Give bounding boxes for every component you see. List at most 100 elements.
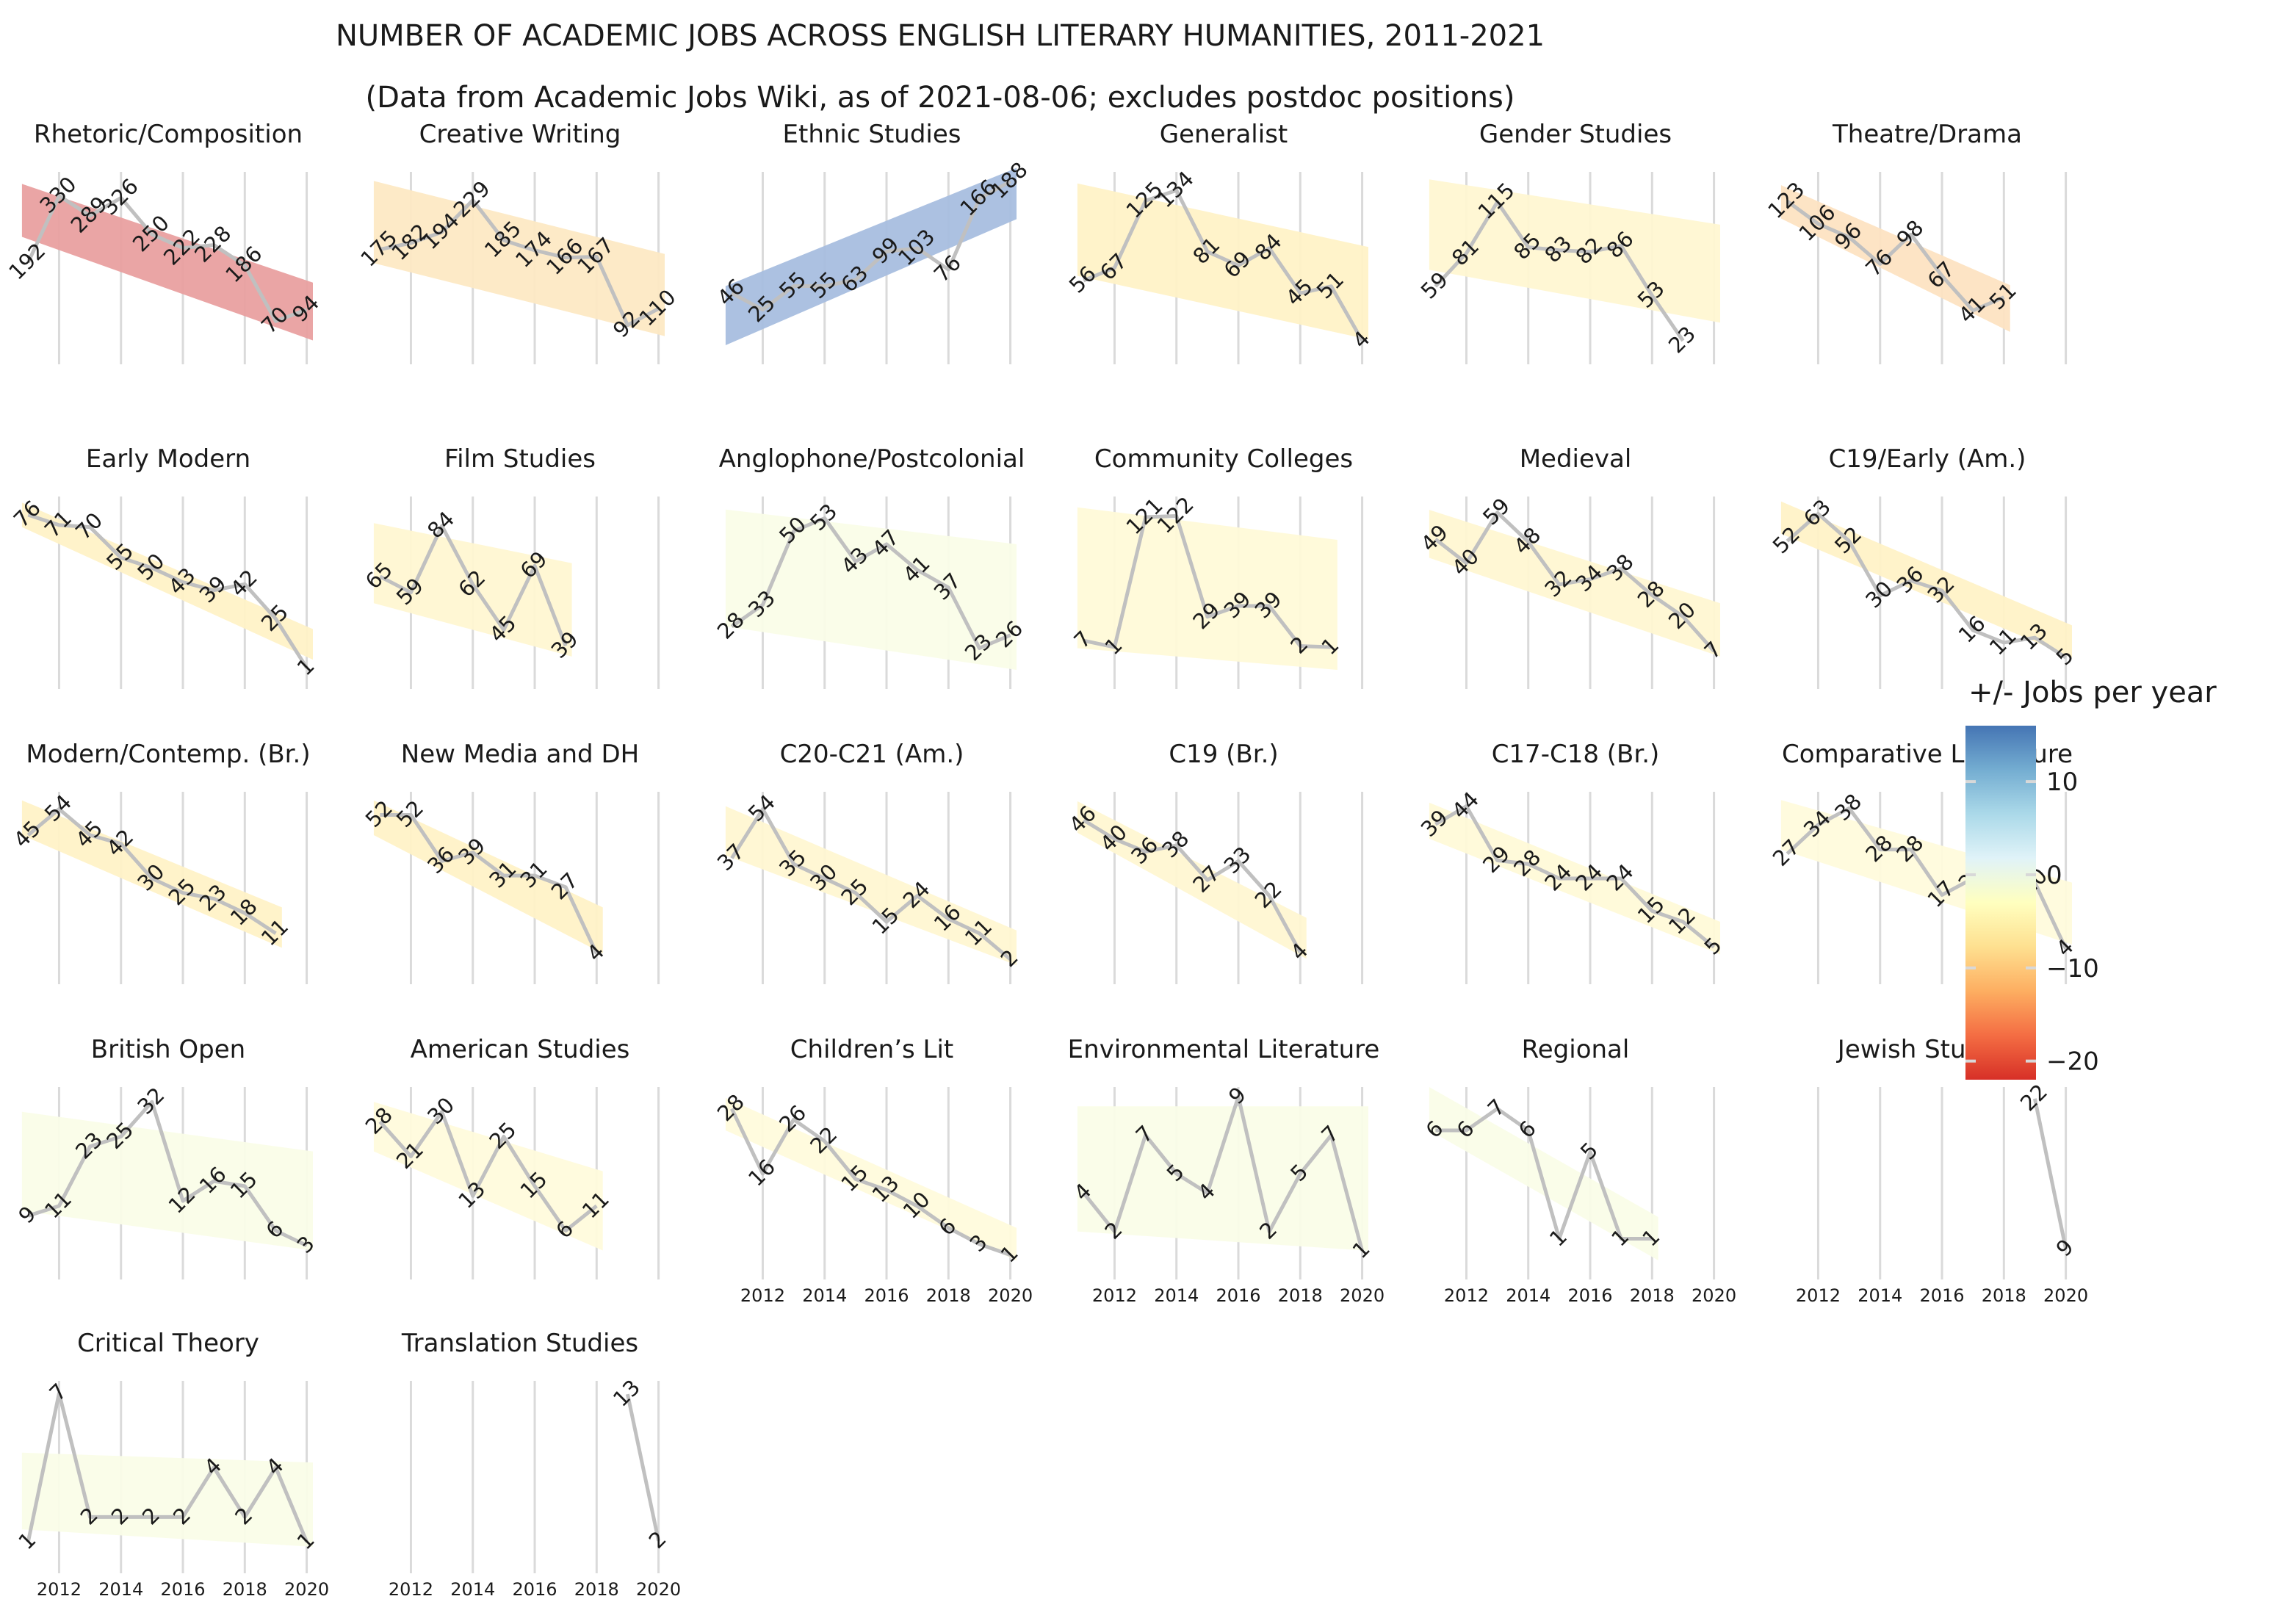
- panel-title: C20-C21 (Am.): [780, 740, 964, 769]
- x-tick-label: 2020: [636, 1579, 681, 1600]
- panel-title: Children’s Lit: [790, 1035, 954, 1064]
- panel-title: Medieval: [1520, 444, 1632, 474]
- x-tick-label: 2012: [1092, 1285, 1137, 1306]
- panel: Translation Studies 13 2 2012 2014 2016 2018 20…: [389, 1329, 681, 1600]
- series-line: [1786, 512, 2067, 660]
- data-label: 1: [13, 1527, 40, 1554]
- data-label: 1: [292, 653, 320, 680]
- x-tick-label: 2012: [1444, 1285, 1489, 1306]
- series-line: [730, 516, 1011, 650]
- chart-title: NUMBER OF ACADEMIC JOBS ACROSS ENGLISH L…: [336, 19, 1545, 53]
- trend-band: [373, 181, 665, 336]
- x-tick-label: 2012: [740, 1285, 785, 1306]
- series-line: [1786, 199, 2005, 313]
- panel-title: Community Colleges: [1094, 444, 1353, 474]
- data-label: 9: [2051, 1234, 2079, 1261]
- trend-band: [1429, 1087, 1658, 1260]
- series-line: [730, 807, 1012, 961]
- data-label: 23: [1664, 321, 1700, 358]
- x-tick-label: 2014: [1858, 1285, 1902, 1306]
- x-tick-label: 2016: [1216, 1285, 1260, 1306]
- x-tick-label: 2018: [1982, 1285, 2026, 1306]
- data-label: 32: [132, 1083, 169, 1119]
- series-line: [731, 179, 1011, 312]
- x-tick-label: 2014: [98, 1579, 143, 1600]
- x-tick-label: 2020: [988, 1285, 1033, 1306]
- x-tick-label: 2018: [926, 1285, 971, 1306]
- panel-title: C19 (Br.): [1169, 740, 1278, 769]
- x-tick-label: 2020: [2043, 1285, 2088, 1306]
- series-line: [1435, 1107, 1653, 1241]
- series-line: [1082, 1094, 1364, 1252]
- x-tick-label: 2012: [389, 1579, 433, 1600]
- colorbar-tick-label: 10: [2046, 768, 2078, 797]
- series-line: [1083, 818, 1302, 954]
- trend-band: [1077, 801, 1307, 959]
- x-tick-label: 2018: [574, 1579, 619, 1600]
- panel-title: New Media and DH: [401, 740, 639, 769]
- trend-band: [1077, 507, 1337, 670]
- panel-title: Generalist: [1160, 120, 1288, 149]
- panel-title: Translation Studies: [401, 1329, 638, 1358]
- trend-band: [373, 800, 603, 954]
- trend-band: [21, 1452, 314, 1547]
- colorbar-ticks: 10 0 −10 −20: [1965, 768, 2099, 1077]
- x-tick-label: 2012: [37, 1579, 82, 1600]
- panel-title: Rhetoric/Composition: [34, 120, 303, 149]
- chart-subtitle: (Data from Academic Jobs Wiki, as of 202…: [366, 81, 1515, 115]
- colorbar-tick-label: −20: [2046, 1047, 2099, 1077]
- x-tick-label: 2016: [512, 1579, 557, 1600]
- series-line: [1434, 510, 1716, 653]
- data-label: 5: [1575, 1138, 1603, 1165]
- trend-band: [1077, 183, 1368, 340]
- panel: Rhetoric/Composition19233028932625022222…: [4, 120, 324, 364]
- trend-band: [725, 806, 1017, 965]
- x-tick-label: 2018: [1278, 1285, 1323, 1306]
- series-line: [1434, 804, 1716, 949]
- data-label: 1: [1545, 1224, 1572, 1252]
- series-line: [27, 1100, 308, 1248]
- data-label: 9: [1224, 1082, 1251, 1109]
- series-line: [1083, 188, 1364, 342]
- x-tick-label: 2018: [1630, 1285, 1675, 1306]
- x-tick-label: 2018: [223, 1579, 267, 1600]
- series-line: [625, 1393, 661, 1542]
- trend-band: [725, 167, 1017, 345]
- trend-band: [21, 184, 314, 341]
- trend-band: [725, 509, 1017, 670]
- data-label: 2: [644, 1526, 671, 1553]
- panel-title: Environmental Literature: [1068, 1035, 1380, 1064]
- panel-title: American Studies: [411, 1035, 630, 1064]
- x-tick-label: 2020: [1692, 1285, 1736, 1306]
- panel-title: Early Modern: [86, 444, 250, 474]
- data-label: 16: [743, 1155, 780, 1191]
- trend-band: [373, 523, 572, 657]
- series-line: [26, 194, 308, 323]
- series-line: [379, 198, 660, 328]
- panel-title: Ethnic Studies: [783, 120, 961, 149]
- x-tick-label: 2014: [450, 1579, 495, 1600]
- series-line: [26, 807, 277, 935]
- data-label: 192: [4, 238, 50, 284]
- series-line: [378, 1110, 598, 1233]
- panel-title: Gender Studies: [1479, 120, 1672, 149]
- series-line: [1434, 200, 1685, 342]
- panel: Anglophone/Postcolonial28335053434741372…: [712, 444, 1028, 689]
- x-tick-label: 2016: [160, 1579, 205, 1600]
- panel-title: C17-C18 (Br.): [1492, 740, 1660, 769]
- data-label: 22: [2015, 1079, 2052, 1116]
- panel-title: Modern/Contemp. (Br.): [26, 740, 310, 769]
